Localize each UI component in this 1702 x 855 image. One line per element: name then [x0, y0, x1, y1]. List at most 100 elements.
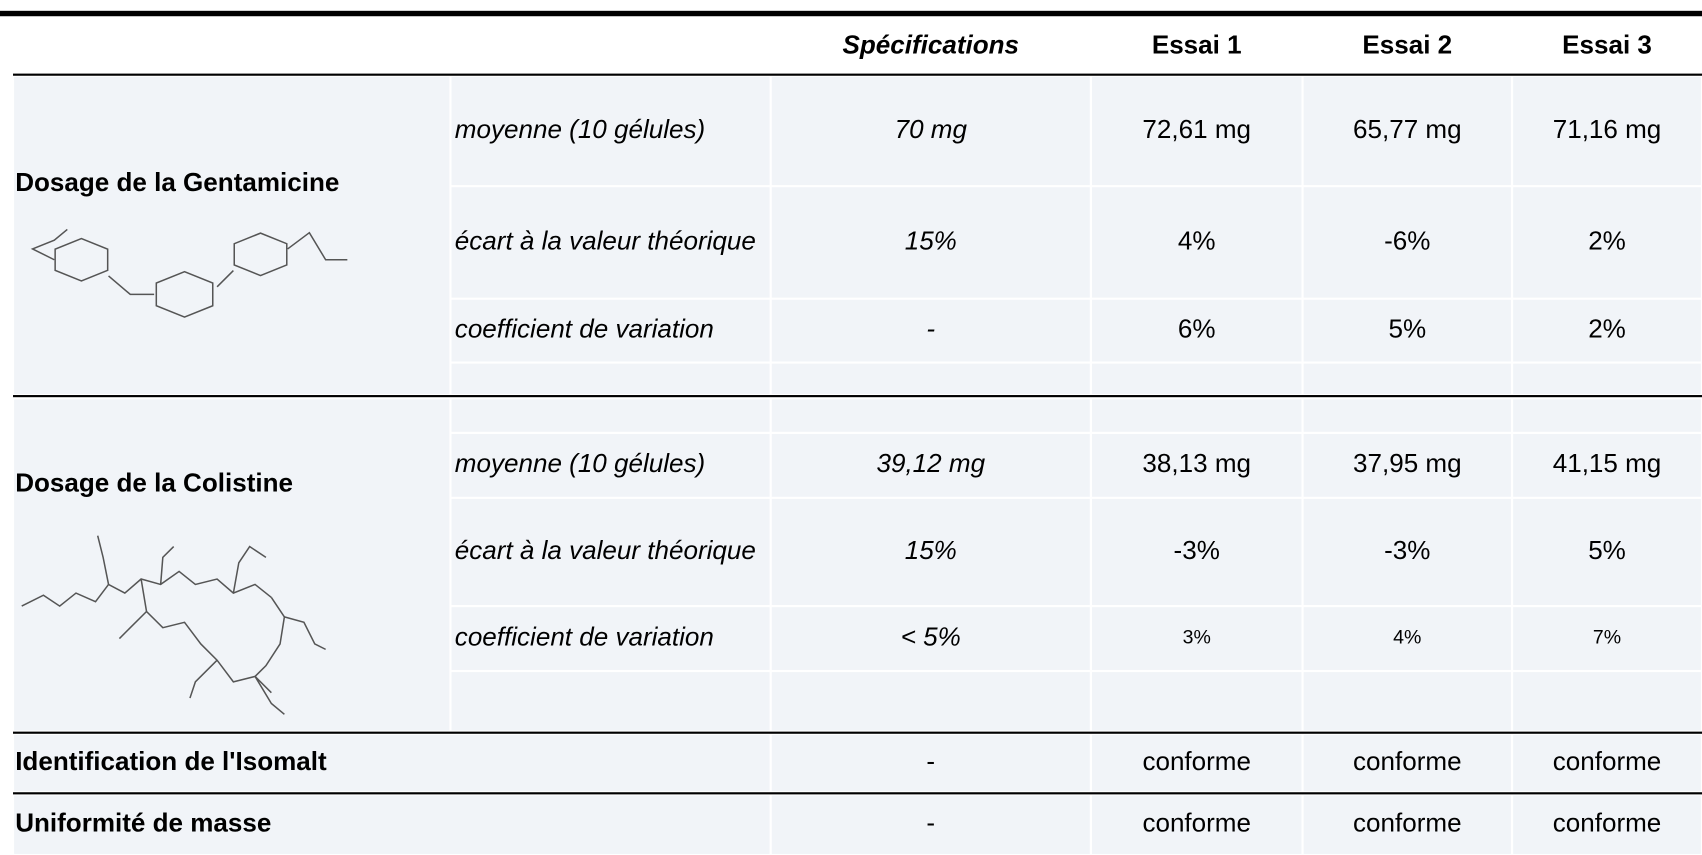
- section-rule: [13, 395, 1702, 398]
- cell-value: 41,15 mg: [1553, 448, 1662, 478]
- cell-bg: [1303, 187, 1511, 298]
- cell-bg: [771, 607, 1090, 670]
- cell-bg: [1303, 734, 1511, 792]
- bond: [216, 270, 234, 288]
- cell-value: -6%: [1384, 225, 1430, 255]
- cell-bg: [451, 498, 770, 605]
- bond: [30, 228, 68, 261]
- column-header: Essai 2: [1362, 29, 1452, 59]
- bond: [108, 275, 155, 296]
- cell-value: conforme: [1353, 808, 1462, 838]
- cell-bg: [451, 76, 770, 186]
- bond: [232, 545, 267, 594]
- cell-bg: [451, 299, 770, 362]
- cell-value: 4%: [1178, 225, 1216, 255]
- row-label: moyenne (10 gélules): [455, 114, 705, 144]
- cell-bg: [451, 363, 770, 394]
- cell-bg: [771, 187, 1090, 298]
- cell-bg: [1091, 363, 1302, 394]
- top-rule: [0, 10, 1702, 17]
- cell-bg: [1303, 498, 1511, 605]
- cell-bg: [1513, 299, 1701, 362]
- cell-bg: [771, 76, 1090, 186]
- cell-bg: [1303, 299, 1511, 362]
- cell-bg: [1091, 187, 1302, 298]
- ring: [155, 270, 214, 318]
- cell-value: 5%: [1388, 314, 1426, 344]
- cell-bg: [1513, 187, 1701, 298]
- cell-bg: [1303, 672, 1511, 731]
- ring: [233, 232, 288, 277]
- cell-value: 71,16 mg: [1553, 114, 1662, 144]
- ring: [54, 237, 109, 282]
- section-title: Dosage de la Colistine: [15, 468, 293, 498]
- cell-bg: [1513, 433, 1701, 497]
- cell-value: -: [926, 808, 935, 838]
- cell-value: 3%: [1183, 627, 1211, 649]
- row-label: Uniformité de masse: [15, 808, 271, 838]
- cell-bg: [771, 795, 1090, 854]
- cell-bg: [451, 607, 770, 670]
- cell-bg: [14, 734, 770, 792]
- cell-backgrounds: [14, 76, 1701, 854]
- cell-value: 2%: [1588, 225, 1626, 255]
- cell-value: conforme: [1353, 746, 1462, 776]
- cell-bg: [451, 672, 770, 731]
- cell-bg: [1303, 76, 1511, 186]
- row-label: moyenne (10 gélules): [455, 448, 705, 478]
- cell-value: 4%: [1393, 627, 1421, 649]
- cell-bg: [451, 187, 770, 298]
- cell-bg: [771, 399, 1090, 432]
- cell-bg: [1513, 734, 1701, 792]
- bond: [140, 578, 272, 694]
- cell-bg: [1091, 433, 1302, 497]
- cell-value: conforme: [1142, 808, 1251, 838]
- cell-value: 65,77 mg: [1353, 114, 1462, 144]
- cell-value: -: [926, 314, 935, 344]
- colistine-structure: [21, 535, 326, 715]
- cell-value: -3%: [1384, 535, 1430, 565]
- cell-bg: [1091, 734, 1302, 792]
- cell-bg: [451, 433, 770, 497]
- bond: [189, 659, 218, 699]
- row-label: coefficient de variation: [455, 314, 714, 344]
- cell-bg: [771, 734, 1090, 792]
- cell-bg: [1091, 498, 1302, 605]
- cell-bg: [1303, 399, 1511, 432]
- section-title: Dosage de la Gentamicine: [15, 167, 339, 197]
- cell-value: 7%: [1593, 627, 1621, 649]
- cell-value: 15%: [905, 535, 957, 565]
- gentamicine-structure: [30, 228, 348, 318]
- cell-value: conforme: [1142, 746, 1251, 776]
- cell-value: 38,13 mg: [1142, 448, 1251, 478]
- cell-value: conforme: [1553, 746, 1662, 776]
- row-label: Identification de l'Isomalt: [15, 746, 327, 776]
- column-header: Essai 1: [1152, 29, 1242, 59]
- bond: [254, 596, 286, 677]
- cell-bg: [771, 363, 1090, 394]
- cell-bg: [1303, 607, 1511, 670]
- cell-bg: [1513, 672, 1701, 731]
- cell-value: 39,12 mg: [876, 448, 985, 478]
- bond: [284, 616, 326, 651]
- bond: [159, 546, 175, 585]
- cell-bg: [1513, 399, 1701, 432]
- cell-bg: [451, 399, 770, 432]
- cell-bg: [1513, 795, 1701, 854]
- cell-bg: [14, 399, 450, 731]
- cell-value: 2%: [1588, 314, 1626, 344]
- cell-value: 6%: [1178, 314, 1216, 344]
- cell-value: 5%: [1588, 535, 1626, 565]
- cell-bg: [1513, 498, 1701, 605]
- cell-bg: [1513, 76, 1701, 186]
- row-label: écart à la valeur théorique: [455, 535, 756, 565]
- cell-value: 15%: [905, 225, 957, 255]
- bond: [254, 676, 285, 715]
- cell-value: 37,95 mg: [1353, 448, 1462, 478]
- cell-bg: [1513, 607, 1701, 670]
- cell-value: < 5%: [901, 621, 961, 651]
- cell-value: 72,61 mg: [1142, 114, 1251, 144]
- table-content: Spécifications Essai 1 Essai 2 Essai 3 Dosag…: [0, 10, 1702, 838]
- cell-bg: [771, 672, 1090, 731]
